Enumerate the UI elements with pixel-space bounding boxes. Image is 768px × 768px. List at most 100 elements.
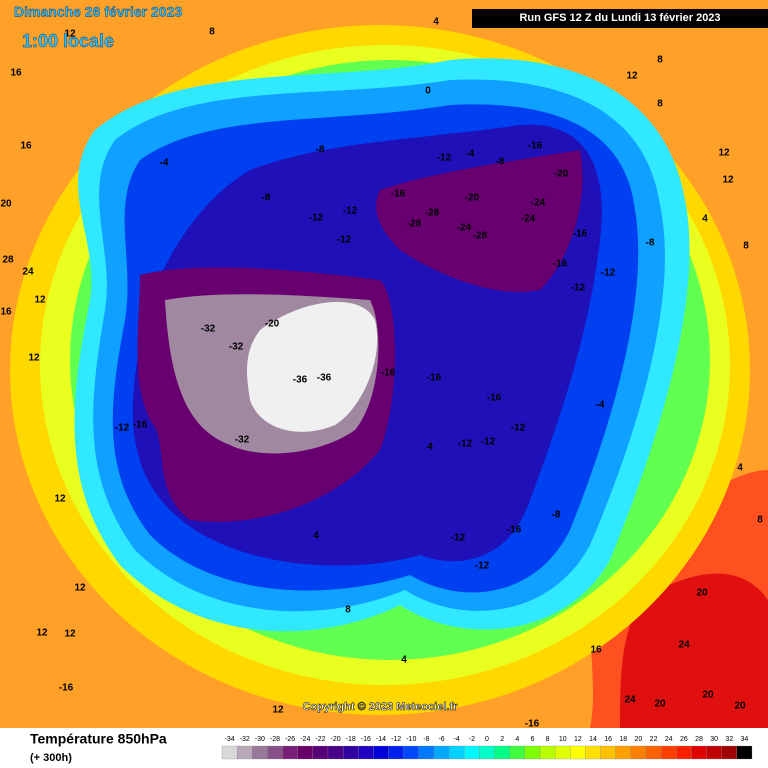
- scale-label: -24: [300, 736, 310, 743]
- contour-label: -12: [511, 423, 526, 434]
- scale-label: -22: [315, 736, 325, 743]
- scale-swatch: [570, 745, 586, 760]
- map-date: Dimanche 26 février 2023: [14, 4, 182, 20]
- contour-label: -12: [571, 283, 586, 294]
- scale-label: 10: [559, 736, 567, 743]
- run-banner: [472, 9, 768, 28]
- contour-label: 8: [757, 515, 763, 526]
- contour-label: 8: [209, 27, 215, 38]
- contour-label: 0: [425, 86, 431, 97]
- scale-swatch: [388, 745, 404, 760]
- contour-label: 12: [64, 29, 76, 40]
- scale-swatch: [221, 745, 238, 760]
- scale-swatch: [252, 745, 268, 760]
- scale-swatch: [448, 745, 465, 760]
- contour-label: -12: [343, 206, 358, 217]
- scale-label: 20: [635, 736, 643, 743]
- scale-label: -8: [423, 736, 429, 743]
- scale-label: 30: [710, 736, 718, 743]
- contour-label: 16: [20, 141, 32, 152]
- contour-label: 28: [2, 255, 14, 266]
- contour-label: 4: [737, 463, 743, 474]
- legend: Température 850hPa (+ 300h) -34 -32 -30 -28…: [30, 731, 753, 764]
- scale-swatch: [691, 745, 707, 760]
- contour-label: -16: [487, 393, 502, 404]
- contour-label: 16: [0, 307, 12, 318]
- contour-label: -16: [59, 683, 74, 694]
- contour-label: -16: [133, 420, 148, 431]
- scale-label: 18: [619, 736, 627, 743]
- scale-swatch: [418, 745, 435, 760]
- contour-label: -36: [293, 375, 308, 386]
- scale-swatch: [676, 745, 692, 760]
- contour-label: 20: [0, 199, 12, 210]
- scale-swatch: [524, 745, 541, 760]
- run-info: Run GFS 12 Z du Lundi 13 février 2023: [519, 12, 720, 24]
- map-time: 1:00 locale: [22, 31, 114, 51]
- scale-label: 28: [695, 736, 703, 743]
- scale-swatch: [554, 745, 571, 760]
- scale-swatch: [267, 745, 283, 760]
- contour-label: 4: [433, 17, 439, 28]
- contour-label: -12: [481, 437, 496, 448]
- contour-label: 24: [678, 640, 690, 651]
- scale-swatch: [327, 745, 344, 760]
- contour-label: -12: [451, 533, 466, 544]
- contour-label: -8: [552, 510, 561, 521]
- zone-minus-20-east: [376, 150, 583, 292]
- contour-label: -16: [553, 259, 568, 270]
- contour-label: -12: [437, 153, 452, 164]
- contour-label: 4: [702, 214, 708, 225]
- contour-label: -12: [601, 268, 616, 279]
- contour-label: -16: [528, 141, 543, 152]
- contour-label: -16: [391, 189, 406, 200]
- contour-label: 20: [702, 690, 714, 701]
- scale-label: 12: [574, 736, 582, 743]
- scale-swatch: [630, 745, 647, 760]
- contour-label: -12: [475, 561, 490, 572]
- scale-label: 8: [546, 736, 550, 743]
- scale-swatch: [660, 745, 677, 760]
- scale-swatch: [706, 745, 722, 760]
- contour-label: 4: [313, 531, 319, 542]
- contour-label: 16: [590, 645, 602, 656]
- contour-label: 12: [64, 629, 76, 640]
- scale-label: 24: [665, 736, 673, 743]
- contour-label: 12: [34, 295, 46, 306]
- contour-label: -24: [521, 214, 536, 225]
- contour-label: -16: [381, 368, 396, 379]
- scale-label: 26: [680, 736, 688, 743]
- copyright: Copyright © 2023 Meteociel.fr: [303, 701, 459, 713]
- scale-swatch: [494, 745, 510, 760]
- scale-label: -2: [469, 736, 475, 743]
- scale-swatch: [600, 745, 616, 760]
- contour-label: -32: [229, 342, 244, 353]
- contour-label: 20: [734, 701, 746, 712]
- scale-swatch: [645, 745, 662, 760]
- contour-label: -28: [407, 219, 422, 230]
- contour-label: 12: [272, 705, 284, 716]
- scale-label: -34: [225, 736, 235, 743]
- scale-label: 22: [650, 736, 658, 743]
- scale-label: -26: [285, 736, 295, 743]
- contour-label: 8: [657, 99, 663, 110]
- contour-label: 24: [624, 695, 636, 706]
- contour-label: 16: [10, 68, 22, 79]
- scale-swatch: [433, 745, 450, 760]
- scale-label: -32: [240, 736, 250, 743]
- scale-swatch: [342, 745, 359, 760]
- contour-label: -12: [337, 235, 352, 246]
- contour-label: 12: [626, 71, 638, 82]
- contour-label: -12: [309, 213, 324, 224]
- scale-label: -4: [454, 736, 460, 743]
- contour-label: -20: [265, 319, 280, 330]
- scale-swatch: [358, 745, 374, 760]
- scale-label: 14: [589, 736, 597, 743]
- scale-swatch: [403, 745, 420, 760]
- contour-label: 12: [718, 148, 730, 159]
- contour-label: 24: [22, 267, 34, 278]
- contour-label: 4: [401, 655, 407, 666]
- contour-label: 12: [28, 353, 40, 364]
